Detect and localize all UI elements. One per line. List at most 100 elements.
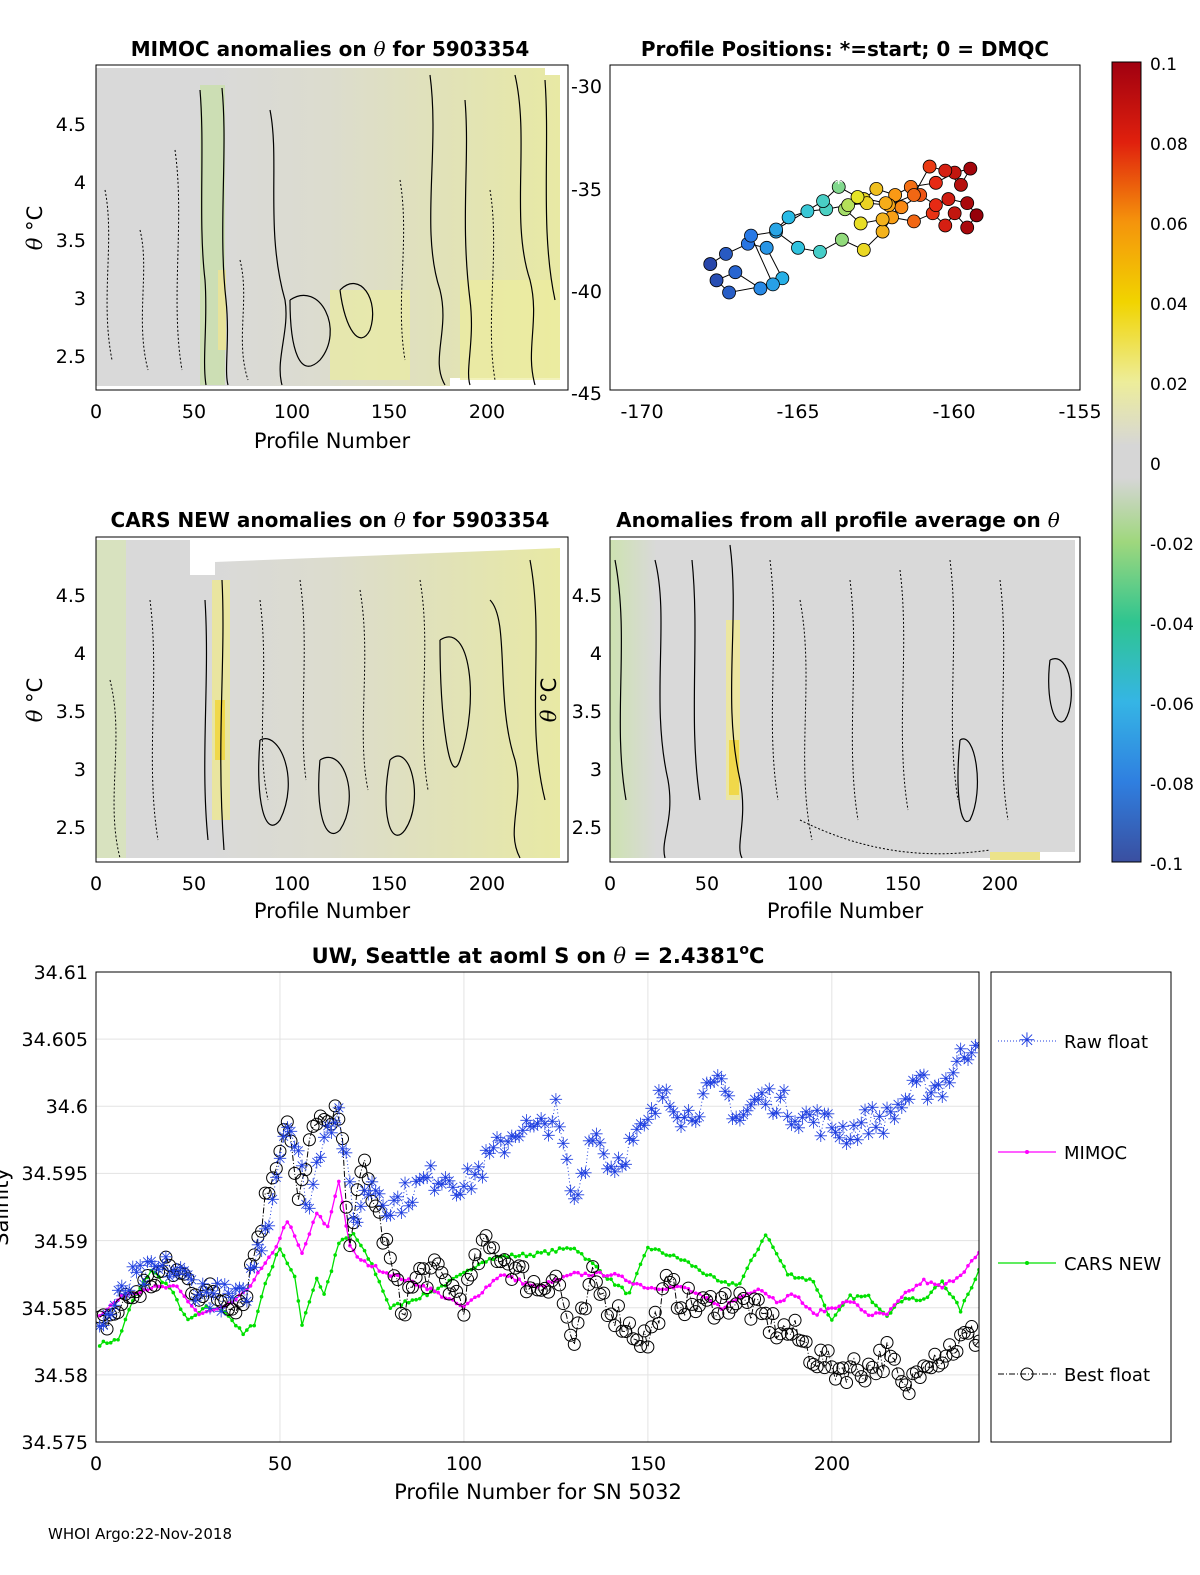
cars-new-point bbox=[863, 1294, 867, 1298]
raw-float-point: ✳ bbox=[391, 1188, 405, 1208]
mimoc-point bbox=[259, 1266, 264, 1271]
cars-new-point bbox=[105, 1341, 109, 1346]
raw-float-point: ✳ bbox=[696, 1085, 710, 1105]
mimoc-point bbox=[200, 1311, 205, 1315]
raw-float-point: ✳ bbox=[589, 1125, 603, 1145]
raw-float-point: ✳ bbox=[288, 1138, 302, 1158]
mimoc-point bbox=[182, 1294, 187, 1299]
raw-float-point: ✳ bbox=[262, 1217, 276, 1237]
cars-new-point bbox=[668, 1253, 672, 1258]
best-float-point bbox=[387, 1269, 401, 1283]
mimoc-point bbox=[664, 1287, 669, 1292]
svg-text:3.5: 3.5 bbox=[56, 701, 86, 723]
raw-float-point: ✳ bbox=[560, 1151, 574, 1171]
raw-float-point: ✳ bbox=[898, 1090, 912, 1110]
average-contours bbox=[614, 544, 1072, 859]
best-float-point bbox=[560, 1310, 574, 1324]
svg-text:200: 200 bbox=[982, 873, 1018, 895]
mimoc-point bbox=[248, 1284, 253, 1288]
raw-float-point: ✳ bbox=[781, 1107, 795, 1127]
mimoc-point bbox=[543, 1284, 547, 1289]
svg-text:34.6: 34.6 bbox=[46, 1096, 88, 1118]
best-float-point bbox=[405, 1280, 419, 1294]
mimoc-field bbox=[96, 65, 568, 390]
svg-text:CARS NEW: CARS NEW bbox=[1064, 1254, 1161, 1275]
raw-float-point: ✳ bbox=[935, 1088, 949, 1108]
cars-new-point bbox=[922, 1297, 926, 1301]
mimoc-point bbox=[138, 1290, 142, 1295]
mimoc-point bbox=[436, 1290, 440, 1295]
mimoc-point bbox=[929, 1280, 933, 1284]
cars-new-point bbox=[543, 1249, 547, 1253]
cars-new-point bbox=[410, 1298, 415, 1302]
cars-ylabel: θ °C bbox=[23, 678, 47, 723]
best-float-point bbox=[814, 1343, 828, 1357]
best-float-point bbox=[968, 1338, 979, 1352]
raw-float-point: ✳ bbox=[803, 1106, 817, 1126]
best-float-point bbox=[663, 1275, 677, 1289]
cars-axes-box bbox=[95, 536, 569, 863]
best-float-point bbox=[656, 1282, 670, 1296]
mimoc-point bbox=[807, 1306, 812, 1311]
best-float-point bbox=[884, 1349, 898, 1363]
cars-new-point bbox=[572, 1246, 577, 1251]
raw-float-point: ✳ bbox=[166, 1262, 180, 1282]
best-float-point bbox=[549, 1269, 563, 1283]
raw-float-point: ✳ bbox=[368, 1182, 382, 1202]
raw-float-point: ✳ bbox=[755, 1084, 769, 1104]
cars-new-point bbox=[969, 1285, 974, 1290]
raw-float-point: ✳ bbox=[659, 1081, 673, 1101]
cars-new-point bbox=[296, 1299, 301, 1303]
cars-new-point bbox=[587, 1257, 591, 1262]
profile-position-point bbox=[816, 194, 830, 208]
raw-float-point: ✳ bbox=[545, 1113, 559, 1133]
raw-float-point: ✳ bbox=[133, 1256, 147, 1276]
mimoc-point bbox=[852, 1300, 856, 1305]
mimoc-point bbox=[712, 1301, 716, 1306]
raw-float-point: ✳ bbox=[446, 1179, 460, 1199]
cars-new-point bbox=[660, 1251, 665, 1255]
cars-new-point bbox=[377, 1279, 382, 1284]
mimoc-point bbox=[844, 1299, 849, 1304]
mimoc-point bbox=[300, 1251, 304, 1255]
best-float-point bbox=[843, 1360, 857, 1374]
best-float-point bbox=[468, 1248, 482, 1262]
raw-float-point: ✳ bbox=[468, 1165, 482, 1185]
profile-position-point bbox=[728, 265, 743, 280]
mimoc-point bbox=[381, 1270, 385, 1275]
mimoc-point bbox=[877, 1311, 882, 1315]
svg-text:34.58: 34.58 bbox=[34, 1365, 88, 1387]
cars-new-point bbox=[818, 1294, 823, 1299]
mimoc-point bbox=[281, 1225, 286, 1230]
raw-float-point: ✳ bbox=[575, 1165, 589, 1185]
cars-new-point bbox=[116, 1338, 120, 1342]
mimoc-point bbox=[896, 1299, 900, 1303]
raw-float-point: ✳ bbox=[332, 1099, 346, 1119]
raw-float-point: ✳ bbox=[825, 1119, 839, 1139]
cars-new-point bbox=[925, 1295, 930, 1300]
raw-float-point: ✳ bbox=[475, 1169, 489, 1189]
cars-new-point bbox=[653, 1247, 658, 1251]
cars-new-point bbox=[267, 1272, 271, 1277]
cars-new-point bbox=[359, 1243, 363, 1248]
cars-new-point bbox=[554, 1250, 558, 1254]
svg-text:50: 50 bbox=[695, 873, 719, 895]
raw-float-point: ✳ bbox=[549, 1090, 563, 1110]
raw-float-point: ✳ bbox=[435, 1176, 449, 1196]
best-float-point bbox=[622, 1316, 636, 1330]
raw-float-point: ✳ bbox=[490, 1129, 504, 1149]
raw-float-point: ✳ bbox=[413, 1171, 427, 1191]
best-float-point bbox=[707, 1311, 721, 1325]
cars-new-point bbox=[568, 1247, 573, 1251]
mimoc-point bbox=[752, 1289, 757, 1294]
cars-new-point bbox=[767, 1238, 772, 1242]
best-float-point bbox=[137, 1273, 151, 1287]
legend-raw-float: ✳ Raw float bbox=[998, 1028, 1148, 1053]
raw-float-point: ✳ bbox=[100, 1306, 114, 1326]
svg-text:-160: -160 bbox=[932, 401, 975, 423]
cars-new-point bbox=[870, 1300, 875, 1305]
cars-new-point bbox=[947, 1291, 952, 1296]
mimoc-point bbox=[933, 1282, 937, 1287]
raw-float-point: ✳ bbox=[795, 1108, 809, 1128]
salinity-legend: ✳ Raw float MIMOC CARS NEW Best float bbox=[990, 971, 1172, 1443]
